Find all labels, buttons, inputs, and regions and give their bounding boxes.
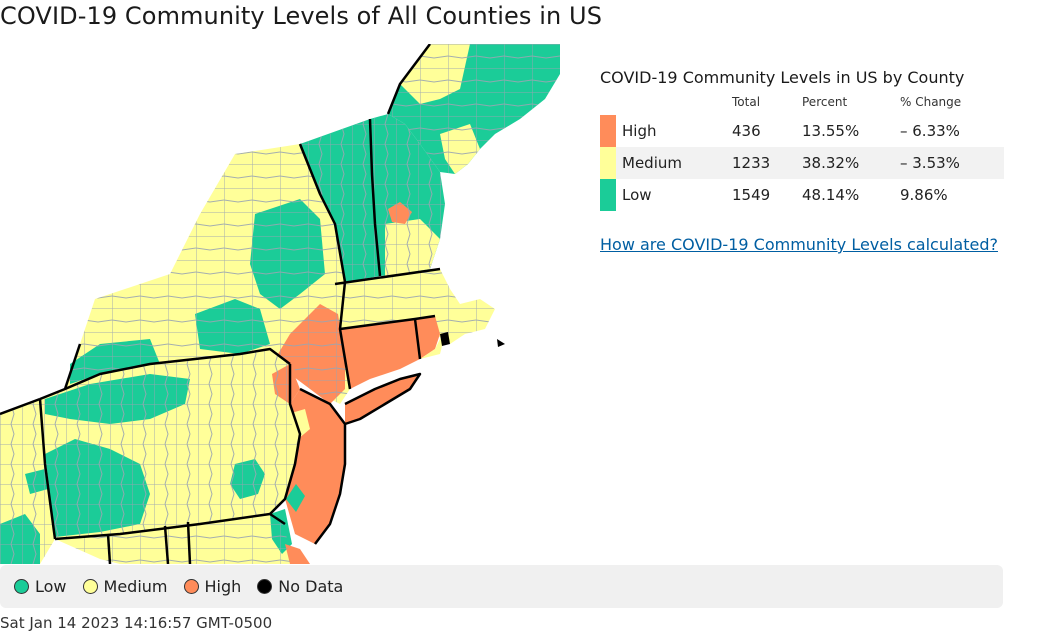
header-change: % Change bbox=[900, 95, 962, 109]
legend-item-high[interactable]: High bbox=[183, 577, 242, 596]
legend-label: No Data bbox=[278, 577, 344, 596]
high-swatch bbox=[600, 115, 616, 147]
table-row-high: High 436 13.55% – 6.33% bbox=[600, 115, 1004, 147]
summary-panel: COVID-19 Community Levels in US by Count… bbox=[600, 68, 1004, 254]
low-swatch bbox=[600, 179, 616, 211]
level-label: Low bbox=[622, 186, 652, 204]
region-maryland-high[interactable] bbox=[285, 544, 310, 564]
region-rhode-island-medium[interactable] bbox=[420, 334, 445, 359]
county-map-svg[interactable] bbox=[0, 44, 565, 564]
summary-table-header: Total Percent % Change bbox=[600, 93, 1004, 115]
total-cell: 1233 bbox=[732, 147, 802, 179]
level-cell: Low bbox=[600, 179, 732, 211]
legend-item-no-data[interactable]: No Data bbox=[257, 577, 343, 596]
legend-item-medium[interactable]: Medium bbox=[82, 577, 168, 596]
region-connecticut[interactable] bbox=[340, 319, 420, 389]
legend-item-low[interactable]: Low bbox=[14, 577, 67, 596]
high-legend-dot bbox=[183, 579, 199, 594]
header-total: Total bbox=[732, 95, 761, 109]
medium-swatch bbox=[600, 147, 616, 179]
levels-calculation-link[interactable]: How are COVID-19 Community Levels calcul… bbox=[600, 235, 998, 254]
map-legend: Low Medium High No Data bbox=[0, 565, 1003, 608]
region-new-jersey-low[interactable] bbox=[286, 484, 305, 512]
region-no-data-island-2[interactable] bbox=[497, 339, 505, 347]
change-cell: – 3.53% bbox=[900, 147, 1004, 179]
percent-cell: 38.32% bbox=[802, 147, 900, 179]
table-row-low: Low 1549 48.14% 9.86% bbox=[600, 179, 1004, 211]
county-map[interactable] bbox=[0, 44, 565, 564]
summary-table-title: COVID-19 Community Levels in US by Count… bbox=[600, 68, 965, 87]
level-cell: High bbox=[600, 115, 732, 147]
legend-label: Low bbox=[35, 577, 67, 596]
level-cell: Medium bbox=[600, 147, 732, 179]
total-cell: 1549 bbox=[732, 186, 771, 204]
header-level bbox=[600, 93, 732, 115]
no-data-legend-dot bbox=[257, 579, 273, 594]
level-label: Medium bbox=[622, 154, 682, 172]
region-long-island[interactable] bbox=[345, 374, 420, 424]
legend-label: High bbox=[204, 577, 242, 596]
timestamp: Sat Jan 14 2023 14:16:57 GMT-0500 bbox=[0, 614, 273, 632]
legend-label: Medium bbox=[103, 577, 168, 596]
header-percent: Percent bbox=[802, 95, 848, 109]
page-title: COVID-19 Community Levels of All Countie… bbox=[0, 2, 603, 30]
region-no-data-island[interactable] bbox=[440, 332, 450, 346]
table-row-medium: Medium 1233 38.32% – 3.53% bbox=[600, 147, 1004, 179]
change-cell: – 6.33% bbox=[900, 122, 960, 140]
medium-legend-dot bbox=[82, 579, 98, 594]
level-label: High bbox=[622, 122, 657, 140]
total-cell: 436 bbox=[732, 122, 761, 140]
region-rhode-island[interactable] bbox=[415, 316, 440, 359]
low-legend-dot bbox=[14, 579, 29, 594]
change-cell: 9.86% bbox=[900, 186, 948, 204]
state-borders bbox=[0, 44, 441, 564]
summary-table: Total Percent % Change High 436 13.55% –… bbox=[600, 93, 1004, 211]
percent-cell: 48.14% bbox=[802, 186, 860, 204]
percent-cell: 13.55% bbox=[802, 122, 860, 140]
